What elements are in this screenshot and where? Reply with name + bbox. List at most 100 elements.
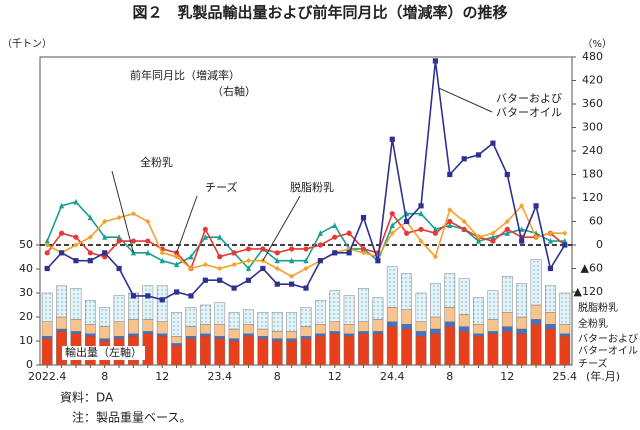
- bar: [444, 321, 456, 327]
- marker: [274, 265, 280, 272]
- y-tick-label: 0: [26, 358, 33, 371]
- marker: [375, 258, 381, 264]
- bar: [559, 335, 571, 366]
- bar: [487, 333, 499, 366]
- bar: [70, 287, 82, 320]
- marker: [432, 226, 439, 232]
- marker: [102, 234, 108, 240]
- marker: [332, 250, 338, 256]
- marker: [289, 246, 295, 252]
- marker: [475, 237, 482, 244]
- marker: [447, 207, 453, 213]
- bar: [530, 323, 542, 366]
- y2-tick-label: 420: [582, 73, 603, 86]
- bar: [372, 331, 384, 334]
- marker: [159, 250, 165, 256]
- marker: [159, 257, 165, 264]
- bar: [358, 331, 369, 334]
- x-tick-label: 12: [155, 370, 169, 383]
- bar: [286, 331, 297, 339]
- marker: [490, 238, 496, 244]
- bar: [358, 287, 369, 322]
- line-label: 脱脂粉乳: [290, 181, 334, 195]
- leader: [262, 195, 301, 261]
- marker: [533, 203, 539, 209]
- bar: [545, 323, 556, 330]
- marker: [116, 238, 122, 244]
- bar: [516, 333, 528, 366]
- marker: [389, 230, 395, 236]
- bar: [271, 331, 283, 339]
- marker: [145, 238, 151, 244]
- bar: [171, 343, 182, 346]
- bar: [56, 285, 67, 318]
- bar: [430, 328, 441, 334]
- marker: [317, 242, 323, 248]
- bar: [559, 323, 571, 334]
- marker: [245, 277, 252, 283]
- marker: [145, 218, 151, 225]
- marker: [447, 222, 453, 229]
- bar: [286, 311, 297, 332]
- bar: [142, 331, 154, 334]
- bar: [199, 323, 211, 334]
- marker: [404, 218, 410, 225]
- bar: [128, 333, 139, 337]
- marker: [73, 258, 79, 264]
- marker: [217, 277, 223, 283]
- bar: [329, 331, 341, 334]
- bar: [300, 326, 312, 337]
- bar: [473, 323, 484, 334]
- bar: [128, 319, 139, 334]
- leader: [439, 87, 493, 113]
- bar: [343, 295, 355, 325]
- bar: [185, 338, 197, 366]
- bar: [516, 316, 528, 330]
- marker: [490, 140, 496, 146]
- y-tick-label: 30: [19, 286, 33, 299]
- line-label: 全粉乳: [140, 156, 173, 170]
- bar: [41, 292, 53, 322]
- bar: [501, 275, 513, 313]
- line-label: チーズ: [205, 181, 238, 195]
- marker: [145, 293, 151, 299]
- marker: [303, 246, 309, 252]
- marker: [188, 253, 194, 260]
- bar: [473, 333, 484, 337]
- x-tick-label: 25.4: [553, 370, 578, 383]
- marker: [289, 273, 295, 279]
- bar: [358, 321, 369, 332]
- marker: [289, 281, 295, 287]
- bar: [458, 326, 470, 332]
- bar: [501, 326, 513, 332]
- marker: [360, 246, 367, 252]
- x-tick-label: 2022.4: [28, 370, 67, 383]
- marker: [303, 265, 309, 272]
- bar: [199, 333, 211, 337]
- bar: [228, 338, 240, 342]
- marker: [389, 211, 395, 217]
- marker: [346, 250, 352, 256]
- marker: [360, 250, 367, 256]
- marker: [360, 214, 367, 221]
- x-unit: (年.月): [586, 369, 620, 383]
- marker: [102, 218, 108, 225]
- bar: [84, 333, 96, 337]
- bar: [501, 331, 513, 366]
- marker: [159, 297, 165, 303]
- bar: [401, 323, 413, 330]
- bar: [343, 335, 355, 366]
- bar: [430, 283, 441, 318]
- bar: [315, 299, 326, 325]
- marker: [202, 277, 208, 283]
- bar: [228, 340, 240, 366]
- leader: [176, 195, 198, 253]
- bar: [70, 331, 82, 334]
- bar: [430, 316, 441, 330]
- marker: [73, 234, 79, 240]
- bar: [70, 319, 82, 332]
- bar: [444, 273, 456, 308]
- marker: [73, 198, 79, 205]
- marker: [188, 265, 194, 272]
